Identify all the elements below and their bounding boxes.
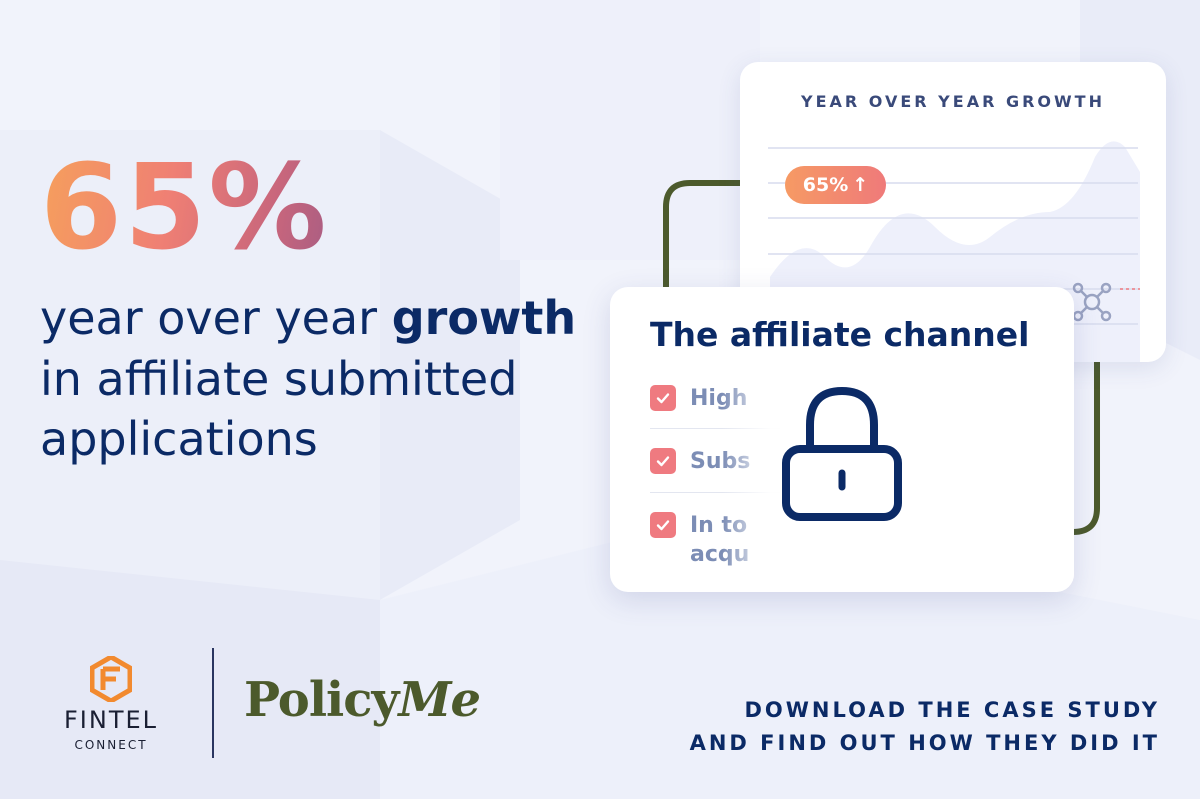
headline-prefix: year over year: [40, 291, 392, 345]
checklist-divider: [650, 428, 780, 429]
checklist-divider: [650, 492, 780, 493]
logo-divider: [212, 648, 214, 758]
headline-strong: growth: [391, 291, 577, 345]
network-node-icon: [1072, 282, 1112, 322]
fintel-logo-icon: [90, 656, 132, 702]
affiliate-card-title: The affiliate channel: [650, 315, 1030, 354]
cta-line-1: DOWNLOAD THE CASE STUDY: [744, 698, 1160, 722]
policyme-logo: PolicyMe: [244, 672, 481, 728]
headline-line-2: in affiliate submitted: [40, 351, 518, 406]
arrow-up-icon: ↑: [852, 174, 869, 196]
growth-card-title: YEAR OVER YEAR GROWTH: [801, 92, 1105, 111]
check-icon: [650, 385, 676, 411]
growth-badge-value: 65%: [802, 174, 849, 196]
headline-text: year over year growth in affiliate submi…: [40, 288, 600, 470]
fintel-name: FINTEL: [63, 706, 159, 734]
growth-stat: 65%: [40, 138, 329, 276]
cta-line-2: AND FIND OUT HOW THEY DID IT: [689, 730, 1160, 755]
policyme-wordmark: Policy: [244, 672, 399, 728]
growth-badge: 65% ↑: [785, 166, 886, 204]
check-icon: [650, 448, 676, 474]
cta-text[interactable]: DOWNLOAD THE CASE STUDY AND FIND OUT HOW…: [690, 694, 1160, 759]
affiliate-card: The affiliate channel High Subs In to ac…: [610, 287, 1074, 592]
lock-icon: [782, 386, 902, 521]
policyme-wordmark-me: Me: [398, 672, 481, 728]
fintel-subtitle: CONNECT: [74, 738, 148, 752]
check-icon: [650, 512, 676, 538]
headline-line-3: applications: [40, 412, 318, 467]
